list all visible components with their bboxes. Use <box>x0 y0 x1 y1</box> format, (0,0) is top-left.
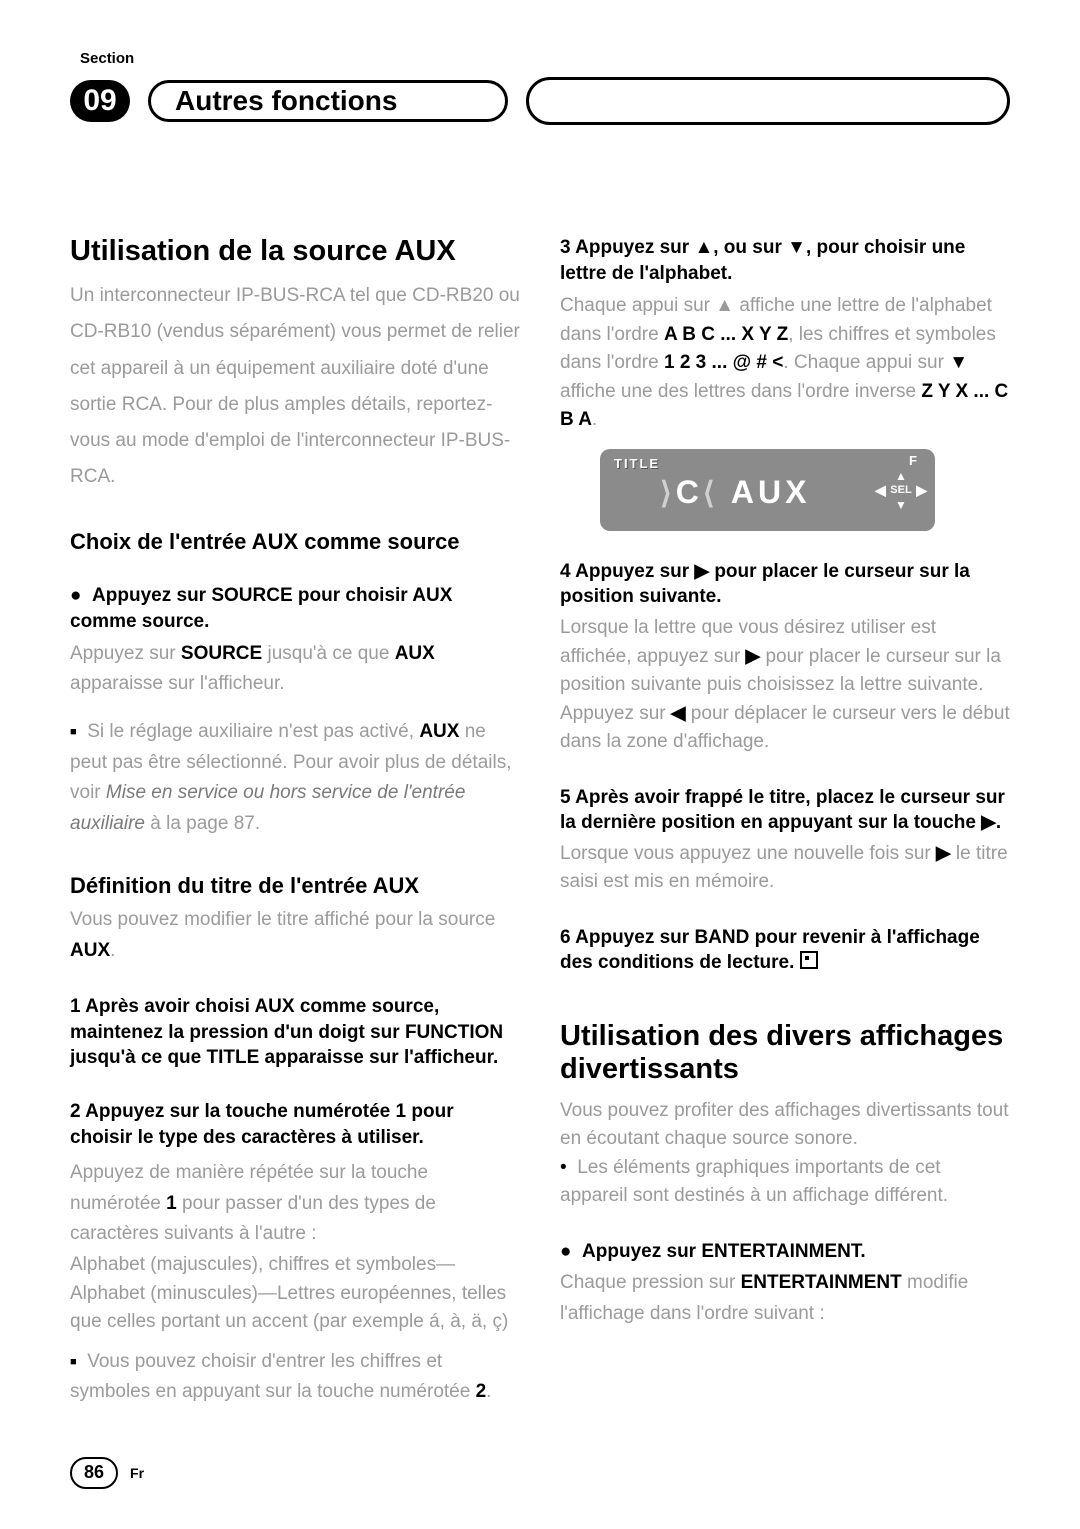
left-column: Utilisation de la source AUX Un intercon… <box>70 235 520 1408</box>
lcd-fn-label: F <box>909 452 917 470</box>
page-footer: 86 Fr <box>70 1457 144 1489</box>
step-5-body: Lorsque vous appuyez une nouvelle fois s… <box>560 840 1010 897</box>
heading-choose-aux: Choix de l'entrée AUX comme source <box>70 529 520 555</box>
right-column: 3 Appuyez sur ▲, ou sur ▼, pour choisir … <box>560 235 1010 1408</box>
entertainment-intro: Vous pouvez profiter des affichages dive… <box>560 1097 1010 1211</box>
step-2-note: ■ Vous pouvez choisir d'entrer les chiff… <box>70 1347 520 1408</box>
step-4: 4 Appuyez sur ▶ pour placer le curseur s… <box>560 559 1010 610</box>
bullet-entertainment: ● Appuyez sur ENTERTAINMENT. <box>560 1239 1010 1265</box>
heading-define-title: Définition du titre de l'entrée AUX <box>70 873 520 899</box>
step-6: 6 Appuyez sur BAND pour revenir à l'affi… <box>560 925 1010 976</box>
section-title-pill: Autres fonctions <box>148 80 508 122</box>
aux-intro-text: Un interconnecteur IP-BUS-RCA tel que CD… <box>70 278 520 495</box>
section-number-badge: 09 <box>70 80 130 122</box>
step-2-body: Appuyez de manière répétée sur la touche… <box>70 1158 520 1249</box>
section-empty-pill <box>526 77 1010 125</box>
lcd-sel-control: ▲ ◀SEL▶ ▼ <box>875 471 927 505</box>
define-title-intro: Vous pouvez modifier le titre affiché po… <box>70 905 520 966</box>
lcd-title-label: TITLE <box>614 455 660 473</box>
step-1: 1 Après avoir choisi AUX comme source, m… <box>70 994 520 1071</box>
note-aux-reglage: ■ Si le réglage auxiliaire n'est pas act… <box>70 717 520 839</box>
heading-entertainment: Utilisation des divers affichages divert… <box>560 1020 1010 1087</box>
step-3-body: Chaque appui sur ▲ affiche une lettre de… <box>560 292 1010 435</box>
page: Section 09 Autres fonctions Utilisation … <box>0 0 1080 1529</box>
page-number-badge: 86 <box>70 1457 118 1489</box>
bullet-choose-aux: ● Appuyez sur SOURCE pour choisir AUX co… <box>70 583 520 634</box>
page-lang: Fr <box>130 1465 144 1481</box>
lcd-display: TITLE F ▲ ◀SEL▶ ▼ ⟩C⟨ AUX <box>600 449 935 531</box>
header-row: 09 Autres fonctions <box>70 77 1010 125</box>
step-3: 3 Appuyez sur ▲, ou sur ▼, pour choisir … <box>560 235 1010 286</box>
end-of-procedure-icon <box>800 951 818 969</box>
step-2: 2 Appuyez sur la touche numérotée 1 pour… <box>70 1099 520 1150</box>
step-5: 5 Après avoir frappé le titre, placez le… <box>560 785 1010 836</box>
bullet-choose-aux-gray: Appuyez sur SOURCE jusqu'à ce que AUX ap… <box>70 639 520 700</box>
step-2-seq: Alphabet (majuscules), chiffres et symbo… <box>70 1251 520 1337</box>
bullet-entertainment-body: Chaque pression sur ENTERTAINMENT modifi… <box>560 1268 1010 1329</box>
lcd-center-text: ⟩C⟨ AUX <box>660 471 810 515</box>
heading-aux-source: Utilisation de la source AUX <box>70 235 520 268</box>
section-label: Section <box>80 50 1010 67</box>
step-4-body: Lorsque la lettre que vous désirez utili… <box>560 614 1010 757</box>
